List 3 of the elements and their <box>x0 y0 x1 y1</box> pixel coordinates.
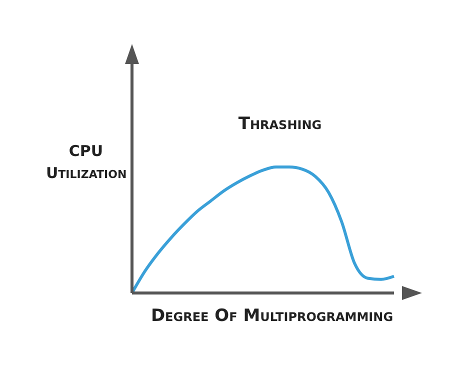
text: Thrashing <box>237 114 323 134</box>
y-axis-title: CPU Utilization <box>46 141 127 184</box>
x-axis-title: Degree Of Multiprogramming <box>150 306 394 326</box>
